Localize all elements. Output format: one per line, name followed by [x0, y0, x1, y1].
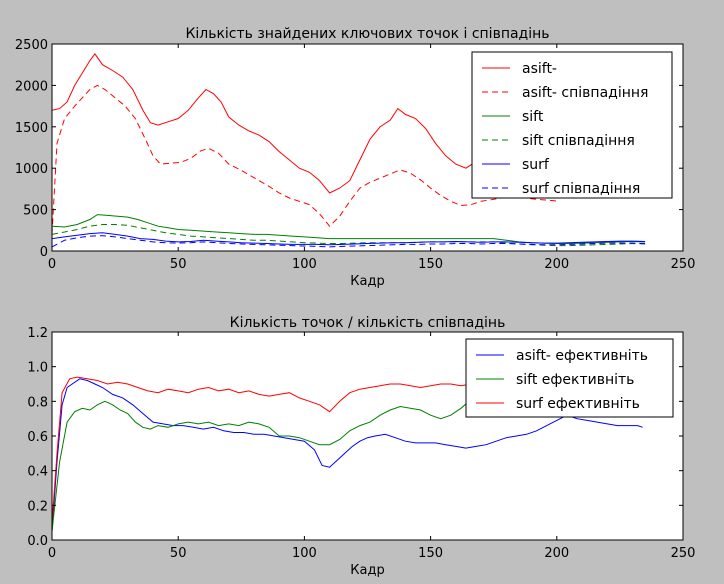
x-tick-label: 200	[544, 257, 569, 272]
legend-label: asift-	[522, 61, 557, 77]
y-tick-label: 1.0	[27, 361, 48, 376]
series-line-1	[52, 392, 477, 532]
x-tick-label: 0	[48, 546, 56, 561]
series-line-2	[52, 376, 477, 523]
x-tick-label: 100	[292, 257, 317, 272]
y-tick-label: 2500	[15, 38, 48, 53]
y-tick-label: 0.6	[27, 430, 48, 445]
x-tick-label: 0	[48, 257, 56, 272]
x-tick-label: 150	[418, 257, 443, 272]
legend-label: sift ефективніть	[516, 372, 634, 388]
chart-title: Кількість точок / кількість співпадінь	[230, 315, 506, 331]
legend-label: surf співпадіння	[522, 181, 640, 197]
y-tick-label: 1500	[15, 121, 48, 136]
series-line-3	[52, 224, 646, 247]
y-tick-label: 0.2	[27, 499, 48, 514]
series-lines	[52, 53, 646, 248]
x-tick-label: 50	[170, 257, 187, 272]
x-axis-label: Кадр	[350, 274, 384, 289]
chart-title: Кількість знайдених ключових точок і спі…	[185, 26, 549, 42]
legend-label: sift	[522, 109, 544, 125]
x-axis-label: Кадр	[350, 563, 384, 578]
x-tick-label: 250	[671, 257, 696, 272]
legend-label: asift- співпадіння	[522, 85, 648, 101]
y-tick-label: 500	[23, 204, 48, 219]
x-tick-label: 200	[544, 546, 569, 561]
series-line-0	[52, 53, 477, 194]
plot-frame	[51, 43, 684, 252]
y-tick-label: 0.8	[27, 395, 48, 410]
y-tick-label: 0	[40, 245, 48, 260]
x-tick-label: 50	[170, 546, 187, 561]
legend-box	[465, 338, 674, 418]
chart-keypoints-matches: Кількість знайдених ключових точок і спі…	[15, 26, 696, 289]
series-lines	[52, 376, 643, 532]
legend: asift-asift- співпадіння sift sift співпад…	[471, 51, 673, 199]
series-line-0	[52, 378, 643, 532]
legend-label: asift- ефективніть	[516, 348, 648, 364]
legend-box	[471, 51, 673, 199]
y-tick-label: 1.2	[27, 326, 48, 341]
series-line-4	[52, 232, 646, 246]
x-tick-label: 100	[292, 546, 317, 561]
y-tick-label: 1000	[15, 162, 48, 177]
legend: asift- ефективніть sift ефективніть surf е…	[465, 338, 674, 418]
legend-label: sift співпадіння	[522, 133, 635, 149]
chart-efficiency: Кількість точок / кількість співпадінь 0 5…	[27, 315, 695, 578]
legend-label: surf ефективніть	[516, 396, 640, 412]
series-line-1	[52, 84, 560, 235]
series-line-5	[52, 235, 646, 248]
x-tick-label: 250	[671, 546, 696, 561]
legend-label: surf	[522, 157, 550, 173]
y-tick-label: 0.0	[27, 534, 48, 549]
x-tick-label: 150	[418, 546, 443, 561]
y-tick-label: 2000	[15, 79, 48, 94]
y-tick-label: 0.4	[27, 465, 48, 480]
